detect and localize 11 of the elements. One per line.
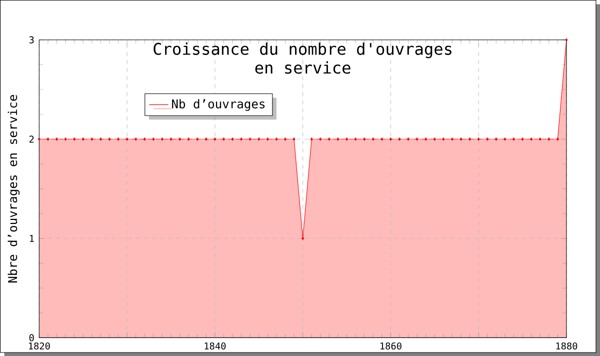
text: Croissance du nombre d'ouvrages en service bbox=[154, 42, 452, 74]
y-tick-label: 1 bbox=[30, 234, 34, 242]
x-tick-label: 1840 bbox=[204, 342, 226, 350]
x-tick-label: 1860 bbox=[380, 342, 402, 350]
y-tick-label: 3 bbox=[29, 36, 34, 44]
y-axis-title: Nbre d’ouvrages en service bbox=[8, 94, 20, 282]
x-tick-label: 1820 bbox=[29, 342, 50, 350]
y-tick-label: 2 bbox=[29, 135, 34, 142]
legend-label: Nb d’ouvrages bbox=[172, 98, 265, 111]
y-tick-label: 0 bbox=[29, 334, 34, 342]
x-tick-label: 1880 bbox=[556, 342, 578, 350]
